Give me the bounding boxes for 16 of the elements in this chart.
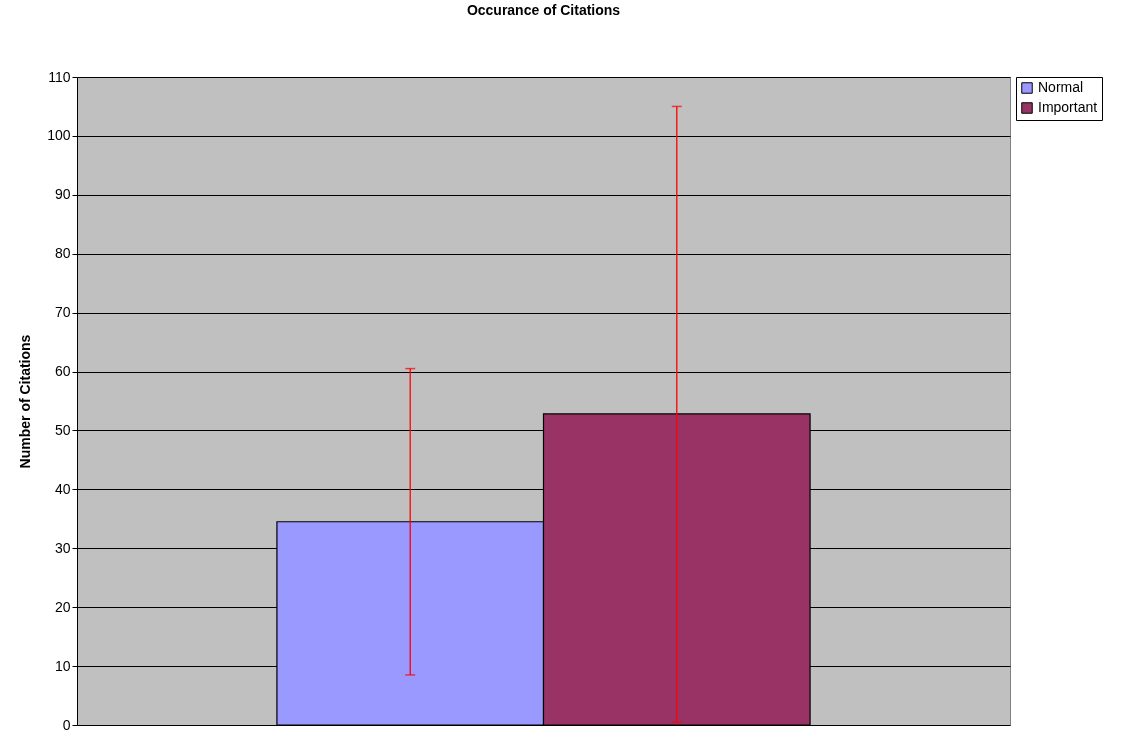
y-tick-label: 80 (54, 245, 71, 262)
y-tick-label: 40 (54, 480, 71, 497)
y-tick-label: 60 (54, 363, 71, 380)
y-tick-label: 110 (48, 68, 71, 85)
y-tick-label: 70 (54, 304, 71, 321)
legend-label: Normal (1038, 79, 1084, 95)
y-tick-label: 100 (47, 127, 71, 144)
y-tick-label: 0 (62, 716, 71, 731)
y-tick-label: 90 (54, 186, 71, 203)
legend-label: Important (1038, 99, 1098, 115)
y-axis-title: Number of Citations (17, 334, 34, 469)
y-tick-label: 50 (54, 421, 71, 438)
y-tick-label: 30 (54, 539, 71, 556)
y-tick-label: 20 (54, 598, 71, 615)
chart-title: Occurance of Citations (466, 2, 621, 18)
y-tick-label: 10 (54, 657, 71, 674)
